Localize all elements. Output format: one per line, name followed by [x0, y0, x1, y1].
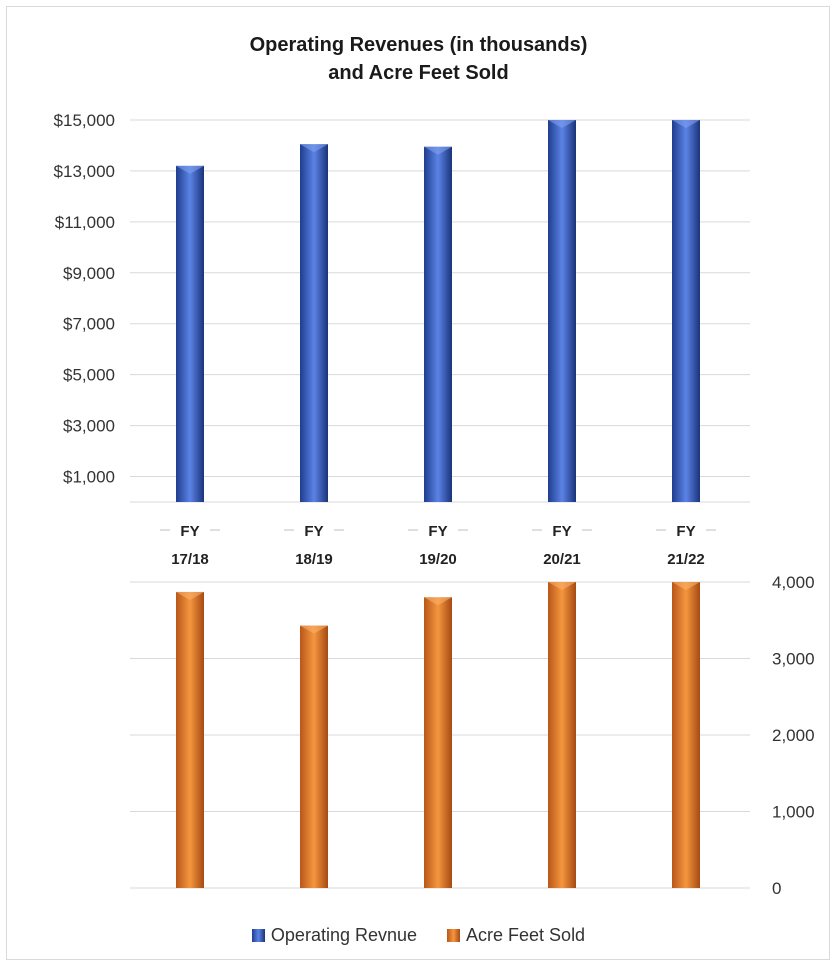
y2-tick-label: 2,000 — [772, 726, 815, 745]
category-label: FY — [552, 523, 571, 540]
category-label: FY — [180, 523, 199, 540]
y-tick-label: $11,000 — [55, 213, 115, 232]
y2-tick-label: 4,000 — [772, 573, 815, 592]
y2-tick-label: 1,000 — [772, 803, 815, 822]
y-tick-label: $13,000 — [54, 162, 115, 181]
y-tick-label: $7,000 — [63, 315, 115, 334]
y-tick-label: $3,000 — [63, 417, 115, 436]
category-label: 17/18 — [171, 551, 209, 568]
bar-acre-feet-sold — [176, 591, 204, 888]
bar-cap — [548, 120, 576, 128]
bar-acre-feet-sold — [424, 597, 452, 888]
bar-acre-feet-sold — [300, 625, 328, 888]
category-label: 19/20 — [419, 551, 457, 568]
bar-operating-revenue — [176, 165, 204, 502]
chart-title: Operating Revenues (in thousands) — [249, 34, 588, 56]
bar-cap — [176, 591, 204, 600]
category-label: 20/21 — [543, 551, 581, 568]
chart-subtitle: and Acre Feet Sold — [328, 62, 509, 84]
bar-cap — [176, 165, 204, 174]
category-label: 18/19 — [295, 551, 333, 568]
y-tick-label: $1,000 — [63, 468, 115, 487]
category-label: FY — [428, 523, 447, 540]
legend-item-acre-feet-sold: Acre Feet Sold — [447, 925, 585, 946]
y2-tick-label: 3,000 — [772, 650, 815, 669]
bar-operating-revenue — [672, 120, 700, 502]
legend-label: Acre Feet Sold — [466, 925, 586, 945]
bar-operating-revenue — [300, 144, 328, 502]
y-tick-label: $5,000 — [63, 366, 115, 385]
legend: Operating Revnue Acre Feet Sold — [0, 925, 837, 946]
bar-cap — [300, 625, 328, 634]
bar-cap — [300, 144, 328, 153]
y-tick-label: $15,000 — [54, 111, 115, 130]
bar-acre-feet-sold — [672, 582, 700, 888]
legend-swatch-orange — [447, 929, 461, 942]
bar-cap — [672, 582, 700, 590]
y2-tick-label: 0 — [772, 879, 781, 898]
category-label: FY — [676, 523, 695, 540]
y-tick-label: $9,000 — [63, 264, 115, 283]
bar-operating-revenue — [424, 146, 452, 503]
bar-cap — [672, 120, 700, 128]
bar-cap — [424, 597, 452, 606]
bar-acre-feet-sold — [548, 582, 576, 888]
category-label: FY — [304, 523, 323, 540]
legend-label: Operating Revnue — [270, 925, 418, 945]
category-label: 21/22 — [667, 551, 705, 568]
bar-cap — [548, 582, 576, 590]
legend-item-operating-revenue: Operating Revnue — [251, 925, 418, 946]
bar-operating-revenue — [548, 120, 576, 502]
bar-cap — [424, 146, 452, 155]
legend-swatch-blue — [251, 929, 265, 942]
